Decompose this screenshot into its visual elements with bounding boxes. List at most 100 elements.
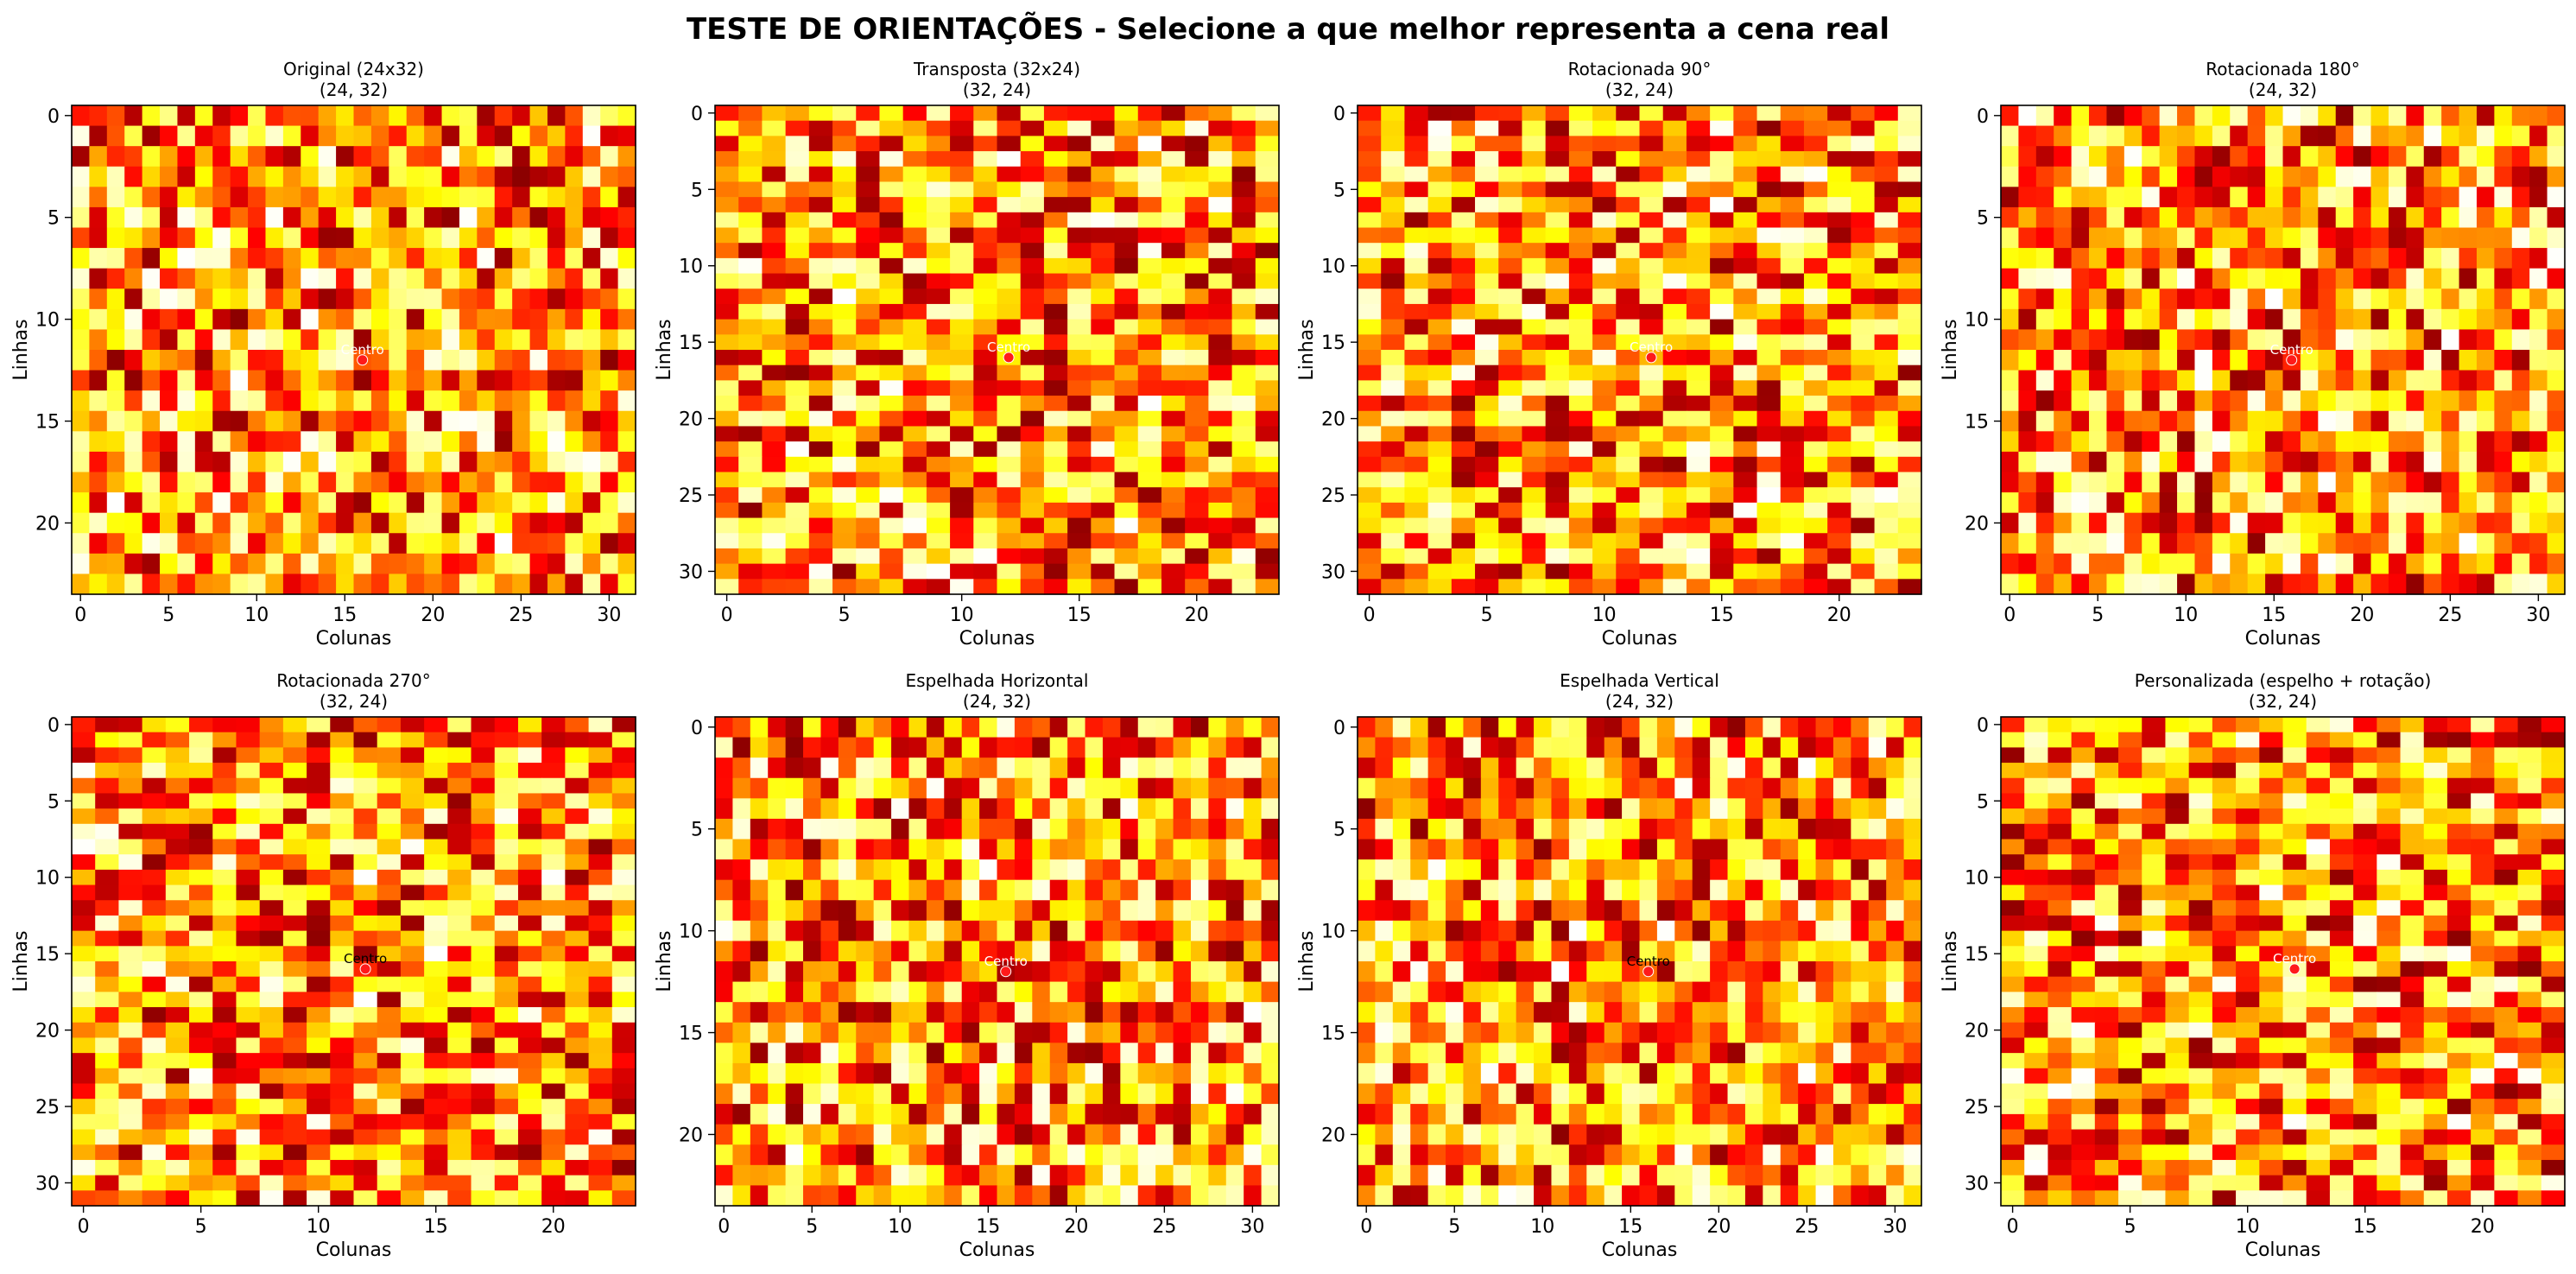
heatmap-cell — [1043, 166, 1068, 183]
heatmap-cell — [1568, 303, 1593, 320]
heatmap-cell — [2142, 370, 2161, 391]
heatmap-cell — [265, 248, 284, 269]
heatmap-cell — [1798, 777, 1817, 799]
heatmap-cell — [1208, 1124, 1227, 1145]
heatmap-cell — [259, 732, 284, 748]
heatmap-cell — [1255, 181, 1280, 198]
heatmap-cell — [1733, 472, 1758, 488]
heatmap-cell — [2194, 370, 2213, 391]
heatmap-cell — [1091, 533, 1116, 549]
heatmap-cell — [1161, 380, 1186, 396]
heatmap-cell — [1710, 579, 1734, 595]
heatmap-cell — [1114, 517, 1139, 534]
heatmap-cell — [1427, 151, 1453, 168]
heatmap-cell — [732, 961, 751, 983]
heatmap-cell — [997, 197, 1022, 213]
heatmap-cell — [212, 187, 231, 208]
heatmap-cell — [1114, 396, 1139, 412]
heatmap-cell — [2265, 370, 2284, 391]
heatmap-cell — [2054, 410, 2073, 432]
heatmap-cell — [1190, 981, 1209, 1003]
heatmap-cell — [212, 1175, 237, 1191]
heatmap-cell — [997, 777, 1016, 799]
heatmap-cell — [477, 308, 496, 331]
heatmap-cell — [961, 1124, 980, 1145]
heatmap-cell — [565, 105, 584, 127]
heatmap-cell — [926, 136, 951, 152]
heatmap-cell — [611, 1037, 636, 1054]
heatmap-cell — [282, 1175, 307, 1191]
heatmap-cell — [2230, 553, 2249, 575]
heatmap-cell — [997, 839, 1016, 860]
heatmap-cell — [588, 777, 613, 795]
heatmap-cell — [1114, 273, 1139, 289]
heatmap-cell — [2335, 187, 2354, 208]
heatmap-cell — [1733, 410, 1758, 428]
heatmap-cell — [2353, 125, 2372, 147]
heatmap-cell — [997, 410, 1022, 428]
heatmap-cell — [1114, 303, 1139, 320]
y-tick-label: 30 — [1321, 561, 1345, 583]
heatmap-cell — [259, 1037, 284, 1054]
heatmap-cell — [808, 151, 833, 168]
heatmap-cell — [873, 941, 892, 962]
heatmap-cell — [856, 981, 875, 1003]
heatmap-cell — [177, 206, 196, 229]
heatmap-cell — [2177, 533, 2196, 555]
heatmap-cell — [142, 288, 161, 310]
heatmap-cell — [1185, 288, 1209, 305]
heatmap-cell — [1522, 410, 1547, 428]
heatmap-cell — [541, 1129, 566, 1145]
heatmap-cell — [2388, 390, 2407, 412]
heatmap-cell — [997, 717, 1016, 738]
heatmap-cell — [1897, 151, 1922, 168]
heatmap-cell — [2282, 146, 2301, 168]
heatmap-cell — [565, 533, 584, 555]
heatmap-cell — [1803, 364, 1828, 381]
heatmap-cell — [1874, 410, 1899, 428]
heatmap-cell — [424, 839, 448, 855]
heatmap-cell — [72, 1175, 96, 1191]
heatmap-cell — [2230, 308, 2249, 331]
heatmap-cell — [212, 206, 231, 229]
heatmap-cell — [1067, 380, 1092, 396]
heatmap-cell — [1043, 334, 1068, 351]
heatmap-cell — [1545, 456, 1570, 473]
x-tick-label: 10 — [2174, 605, 2198, 626]
heatmap-cell — [908, 900, 927, 922]
heatmap-cell — [1404, 319, 1429, 335]
heatmap-cell — [377, 1159, 402, 1176]
heatmap-cell — [212, 390, 231, 412]
heatmap-cell — [1815, 717, 1834, 738]
heatmap-cell — [124, 512, 143, 534]
heatmap-cell — [997, 227, 1022, 244]
heatmap-cell — [2511, 125, 2530, 147]
heatmap-cell — [424, 1053, 448, 1069]
heatmap-cell — [961, 1144, 980, 1166]
heatmap-cell — [961, 900, 980, 922]
heatmap-cell — [856, 839, 875, 860]
heatmap-cell — [1067, 1043, 1086, 1064]
heatmap-cell — [1780, 717, 1799, 738]
heatmap-cell — [2511, 248, 2530, 269]
heatmap-cell — [512, 472, 531, 493]
y-tick-label: 5 — [47, 791, 60, 813]
heatmap-cell — [318, 431, 337, 453]
heatmap-cell — [997, 1124, 1016, 1145]
heatmap-cell — [1827, 288, 1851, 305]
heatmap-cell — [2282, 451, 2301, 473]
heatmap-cell — [611, 946, 636, 962]
heatmap-cell — [400, 992, 425, 1008]
heatmap-cell — [856, 1164, 875, 1187]
heatmap-cell — [582, 370, 601, 391]
heatmap-cell — [1381, 533, 1406, 549]
heatmap-cell — [547, 268, 566, 289]
heatmap-cell — [611, 992, 636, 1008]
heatmap-cell — [979, 1062, 998, 1085]
heatmap-cell — [1451, 517, 1476, 534]
heatmap-cell — [1381, 517, 1406, 534]
heatmap-cell — [1185, 166, 1209, 183]
heatmap-cell — [891, 1062, 910, 1085]
heatmap-cell — [494, 884, 519, 901]
heatmap-cell — [447, 930, 472, 947]
